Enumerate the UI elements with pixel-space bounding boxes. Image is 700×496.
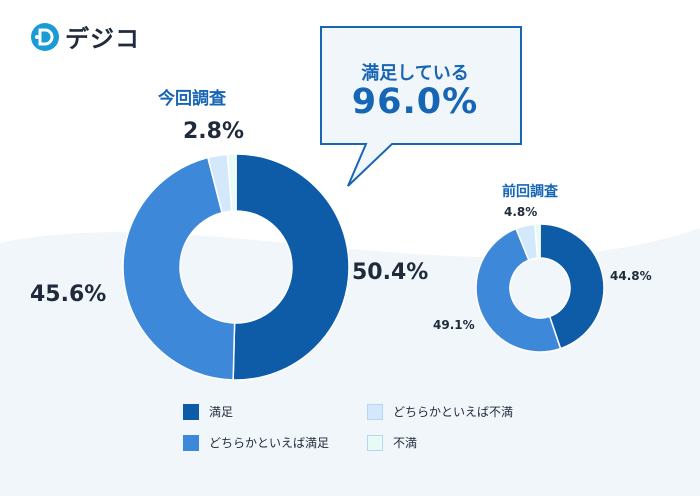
current-slice-somewhat-satisfied xyxy=(122,156,236,381)
callout-bubble xyxy=(320,26,522,187)
legend-item-dissatisfied: 不満 xyxy=(367,434,417,451)
legend-item-somewhat-satisfied: どちらかといえば満足 xyxy=(183,434,329,451)
callout-label: 満足している xyxy=(361,63,469,84)
current-slice-dissatisfied xyxy=(226,153,237,212)
chart-title-current: 今回調査 xyxy=(158,89,226,109)
callout-value: 96.0% xyxy=(351,82,479,122)
data-label-current-somewhat-dissatisfied: 2.8% xyxy=(183,119,245,144)
data-label-previous-somewhat-dissatisfied: 4.8% xyxy=(504,205,538,219)
data-label-current-somewhat-satisfied: 45.6% xyxy=(30,282,107,307)
legend-item-satisfied: 満足 xyxy=(183,403,233,420)
current-slice-satisfied xyxy=(232,153,350,381)
brand-name: デジコ xyxy=(65,25,140,53)
brand-logo: デジコ xyxy=(30,19,140,54)
brand-logo-icon xyxy=(31,22,59,51)
legend-label: どちらかといえば不満 xyxy=(393,405,514,419)
previous-slice-dissatisfied xyxy=(533,223,541,259)
data-label-previous-satisfied: 44.8% xyxy=(610,269,652,283)
legend-label: 不満 xyxy=(393,436,418,450)
legend-swatch xyxy=(183,403,199,420)
previous-slice-somewhat-satisfied xyxy=(475,227,562,353)
legend-label: 満足 xyxy=(209,405,234,419)
data-label-current-satisfied: 50.4% xyxy=(352,260,429,285)
donut-chart-current xyxy=(122,153,350,381)
legend-swatch xyxy=(367,403,383,420)
donut-chart-previous xyxy=(475,223,605,353)
legend-swatch xyxy=(183,434,199,451)
data-label-previous-somewhat-satisfied: 49.1% xyxy=(433,318,475,332)
legend-item-somewhat-dissatisfied: どちらかといえば不満 xyxy=(367,403,513,420)
chart-title-previous: 前回調査 xyxy=(502,184,558,200)
legend-label: どちらかといえば満足 xyxy=(209,436,330,450)
legend-swatch xyxy=(367,434,383,451)
previous-slice-satisfied xyxy=(539,223,605,350)
